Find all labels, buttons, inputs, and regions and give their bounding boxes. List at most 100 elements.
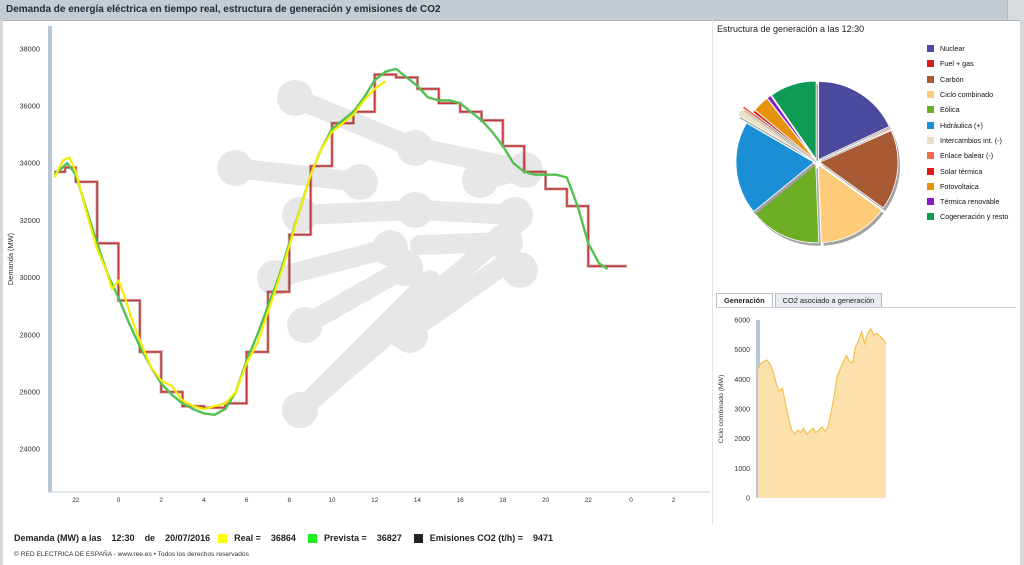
- legend-item: Nuclear: [927, 41, 1008, 56]
- ciclo-combinado-chart[interactable]: 0 1000 2000 3000 4000 5000 6000 Ciclo combinado…: [714, 310, 894, 506]
- pie-slice-t-rmica-renovable: [766, 95, 816, 160]
- footer-summary: Demanda (MW) a las 12:30 de 20/07/2016 R…: [14, 533, 557, 543]
- x-tick-label: 8: [288, 497, 292, 504]
- legend-swatch: [927, 182, 934, 190]
- legend-item: Hidráulica (+): [927, 117, 1008, 132]
- watermark-node: [342, 164, 378, 200]
- panel-divider: [712, 20, 713, 525]
- watermark-node: [462, 162, 498, 198]
- x-tick-label: 2: [159, 497, 163, 504]
- legend-item: Eólica: [927, 102, 1008, 117]
- page-title: Demanda de energía eléctrica en tiempo r…: [6, 4, 441, 15]
- tab-generacion[interactable]: Generación: [716, 293, 773, 307]
- watermark-node: [217, 150, 253, 186]
- pie-slice-ciclo-combinado: [817, 163, 883, 244]
- generation-pie-chart[interactable]: [716, 36, 916, 256]
- pie-title: Estructura de generación a las 12:30: [717, 24, 865, 34]
- pie-slice-fotovoltaica: [754, 97, 816, 161]
- legend-item: Solar térmica: [927, 163, 1008, 178]
- watermark-node: [392, 317, 428, 353]
- legend-label: Solar térmica: [940, 166, 983, 176]
- right-border: [1020, 20, 1024, 565]
- y-axis-label: Demanda (MW): [6, 233, 15, 285]
- legend-label: Ciclo combinado: [940, 90, 994, 100]
- x-tick-label: 2: [672, 497, 676, 504]
- footer-de: de: [144, 533, 156, 543]
- y-tick-label: 32000: [19, 216, 40, 225]
- footer-label: Demanda (MW) a las: [14, 533, 102, 543]
- legend-item: Carbón: [927, 72, 1008, 87]
- watermark-arm: [285, 88, 425, 158]
- legend-swatch: [927, 60, 934, 68]
- pie-slice-carb-n: [819, 130, 899, 209]
- watermark-node: [397, 130, 433, 166]
- gen-y-tick-label: 0: [746, 496, 750, 503]
- programada-line: [54, 73, 627, 409]
- gen-y-tick-label: 3000: [734, 407, 750, 414]
- y-tick-label: 34000: [19, 159, 40, 168]
- pie-legend: Nuclear Fuel + gas Carbón Ciclo combinado Eó…: [927, 41, 1008, 225]
- y-tick-label: 28000: [19, 330, 40, 339]
- gen-y-tick-label: 6000: [734, 318, 750, 325]
- x-tick-label: 16: [457, 497, 465, 504]
- legend-swatch: [927, 198, 934, 206]
- legend-label: Carbón: [940, 74, 964, 84]
- watermark-arm: [290, 200, 425, 225]
- x-tick-label: 4: [202, 497, 206, 504]
- gen-y-tick-label: 4000: [734, 377, 750, 384]
- y-axis-bar: [48, 26, 52, 492]
- legend-label: Hidráulica (+): [940, 120, 983, 130]
- legend-item: Intercambios int. (-): [927, 133, 1008, 148]
- ree-watermark-logo: [217, 80, 543, 428]
- watermark-node: [287, 307, 323, 343]
- legend-item: Térmica renovable: [927, 194, 1008, 209]
- watermark-arm: [295, 258, 415, 335]
- legend-swatch: [927, 213, 934, 221]
- emisiones-value: 9471: [533, 533, 554, 543]
- real-line: [53, 80, 387, 411]
- gen-area-line: [757, 327, 887, 436]
- gen-y-tick-label: 5000: [734, 347, 750, 354]
- real-swatch: [218, 533, 228, 543]
- y-tick-label: 36000: [19, 102, 40, 111]
- legend-swatch: [927, 121, 934, 129]
- legend-item: Fuel + gas: [927, 56, 1008, 71]
- legend-item: Ciclo combinado: [927, 87, 1008, 102]
- gen-y-tick-label: 2000: [734, 436, 750, 443]
- x-tick-label: 20: [542, 497, 550, 504]
- legend-label: Enlace balear (-): [940, 151, 994, 161]
- legend-swatch: [927, 136, 934, 144]
- tab-co2[interactable]: CO2 asociado a generación: [774, 293, 883, 307]
- prevista-swatch: [307, 533, 317, 543]
- pie-slice-hidr-ulica-: [735, 122, 815, 213]
- x-tick-label: 12: [371, 497, 379, 504]
- tab-underline: [716, 307, 1016, 308]
- copyright: © RED ELECTRICA DE ESPAÑA - www.ree.es •…: [14, 551, 249, 558]
- legend-label: Intercambios int. (-): [940, 135, 1002, 145]
- watermark-node: [387, 250, 423, 286]
- prevista-label: Prevista =: [323, 533, 367, 543]
- legend-label: Fotovoltaica: [940, 181, 979, 191]
- legend-label: Eólica: [940, 105, 960, 115]
- watermark-node: [502, 252, 538, 288]
- real-label: Real =: [234, 533, 261, 543]
- x-tick-label: 0: [629, 497, 633, 504]
- demand-chart[interactable]: 24000 26000 28000 30000 32000 34000 36000 38000…: [0, 20, 712, 520]
- emisiones-swatch: [413, 533, 423, 543]
- legend-item: Cogeneración y resto: [927, 209, 1008, 224]
- legend-label: Cogeneración y resto: [940, 212, 1009, 222]
- watermark-node: [257, 260, 293, 296]
- footer-time: 12:30: [111, 533, 135, 543]
- legend-swatch: [927, 45, 934, 53]
- legend-swatch: [927, 91, 934, 99]
- header-bar: Demanda de energía eléctrica en tiempo r…: [0, 0, 1024, 21]
- x-tick-label: 22: [72, 497, 80, 504]
- emisiones-label: Emisiones CO2 (t/h) =: [429, 533, 524, 543]
- pie-slice-cogeneraci-n-y-resto: [770, 80, 817, 161]
- legend-label: Nuclear: [940, 44, 965, 54]
- gen-area-fill: [758, 328, 886, 498]
- legend-label: Térmica renovable: [940, 197, 1000, 207]
- legend-swatch: [927, 106, 934, 114]
- x-tick-label: 0: [117, 497, 121, 504]
- prevista-value: 36827: [376, 533, 402, 543]
